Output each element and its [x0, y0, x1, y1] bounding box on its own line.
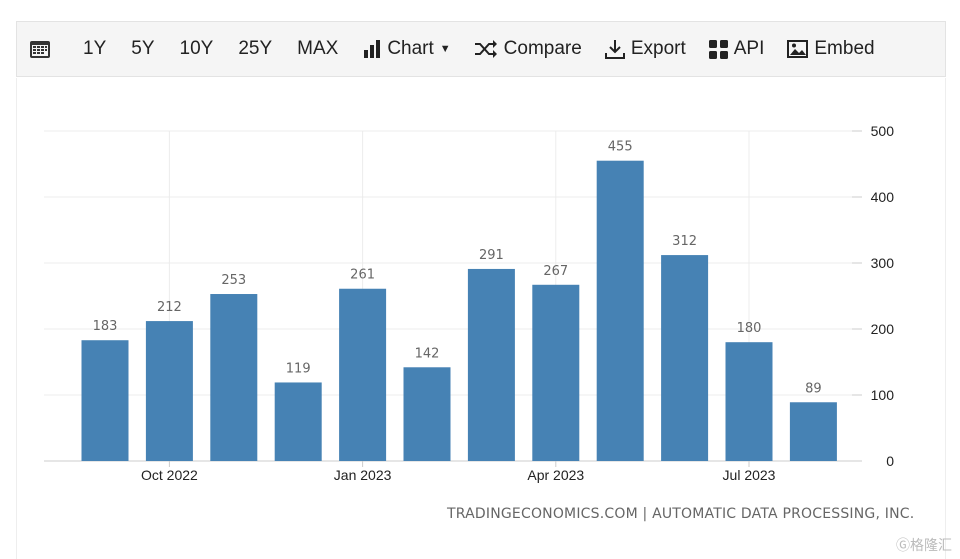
bar: [81, 340, 129, 461]
grid-icon: [708, 39, 728, 59]
bar-value-label: 142: [415, 346, 440, 361]
x-tick-label: Apr 2023: [527, 467, 584, 483]
y-tick-label: 400: [871, 189, 895, 205]
caret-down-icon: ▼: [439, 43, 451, 55]
export-label: Export: [630, 38, 686, 59]
bar-value-label: 261: [350, 268, 375, 283]
bar-value-label: 89: [805, 381, 822, 396]
bar-value-label: 212: [157, 300, 182, 315]
shuffle-icon: [474, 40, 497, 58]
y-tick-label: 100: [871, 387, 895, 403]
compare-label: Compare: [503, 38, 582, 59]
bar-value-label: 267: [543, 264, 568, 279]
x-tick-label: Oct 2022: [141, 467, 198, 483]
bar-value-label: 180: [737, 321, 762, 336]
range-5y-button[interactable]: 5Y: [131, 38, 155, 59]
range-25y-button[interactable]: 25Y: [238, 38, 273, 59]
bar: [467, 268, 515, 461]
download-icon: [604, 40, 625, 59]
bar: [789, 402, 837, 461]
x-tick-label: Jul 2023: [723, 467, 776, 483]
range-max-button[interactable]: MAX: [297, 38, 339, 59]
bar: [403, 367, 451, 461]
chart-toolbar: 1Y 5Y 10Y 25Y MAX Chart ▼ Compare Export: [16, 21, 946, 77]
embed-button[interactable]: Embed: [787, 29, 875, 69]
x-tick-label: Jan 2023: [334, 467, 392, 483]
watermark: Ⓖ格隆汇: [896, 538, 952, 554]
bar-value-label: 455: [608, 140, 633, 155]
api-button[interactable]: API: [708, 29, 765, 69]
bar-chart-icon: [364, 40, 381, 58]
export-button[interactable]: Export: [604, 29, 686, 69]
bar: [274, 382, 322, 461]
bar: [145, 321, 193, 461]
y-tick-label: 500: [871, 123, 895, 139]
bar: [210, 294, 258, 461]
bar-value-label: 291: [479, 248, 504, 263]
bar-value-label: 183: [93, 319, 118, 334]
bar: [661, 255, 709, 461]
compare-button[interactable]: Compare: [474, 29, 582, 69]
y-tick-label: 200: [871, 321, 895, 337]
calendar-button[interactable]: [29, 29, 57, 69]
bar-value-label: 253: [221, 273, 246, 288]
bar: [596, 160, 644, 461]
chart-type-dropdown[interactable]: Chart ▼: [363, 29, 451, 69]
bar: [725, 342, 773, 461]
bar: [532, 284, 580, 461]
bar: [339, 288, 387, 461]
range-1y-button[interactable]: 1Y: [83, 38, 107, 59]
y-tick-label: 300: [871, 255, 895, 271]
range-10y-button[interactable]: 10Y: [179, 38, 214, 59]
bar-value-label: 312: [672, 234, 697, 249]
source-credit: TRADINGECONOMICS.COM | AUTOMATIC DATA PR…: [447, 506, 915, 522]
image-icon: [787, 40, 809, 58]
chart-frame: [16, 78, 946, 559]
bar-value-label: 119: [286, 361, 311, 376]
chart-type-label: Chart: [387, 38, 434, 59]
api-label: API: [733, 38, 765, 59]
y-tick-label: 0: [886, 453, 894, 469]
calendar-icon: [30, 41, 50, 58]
embed-label: Embed: [814, 38, 875, 59]
